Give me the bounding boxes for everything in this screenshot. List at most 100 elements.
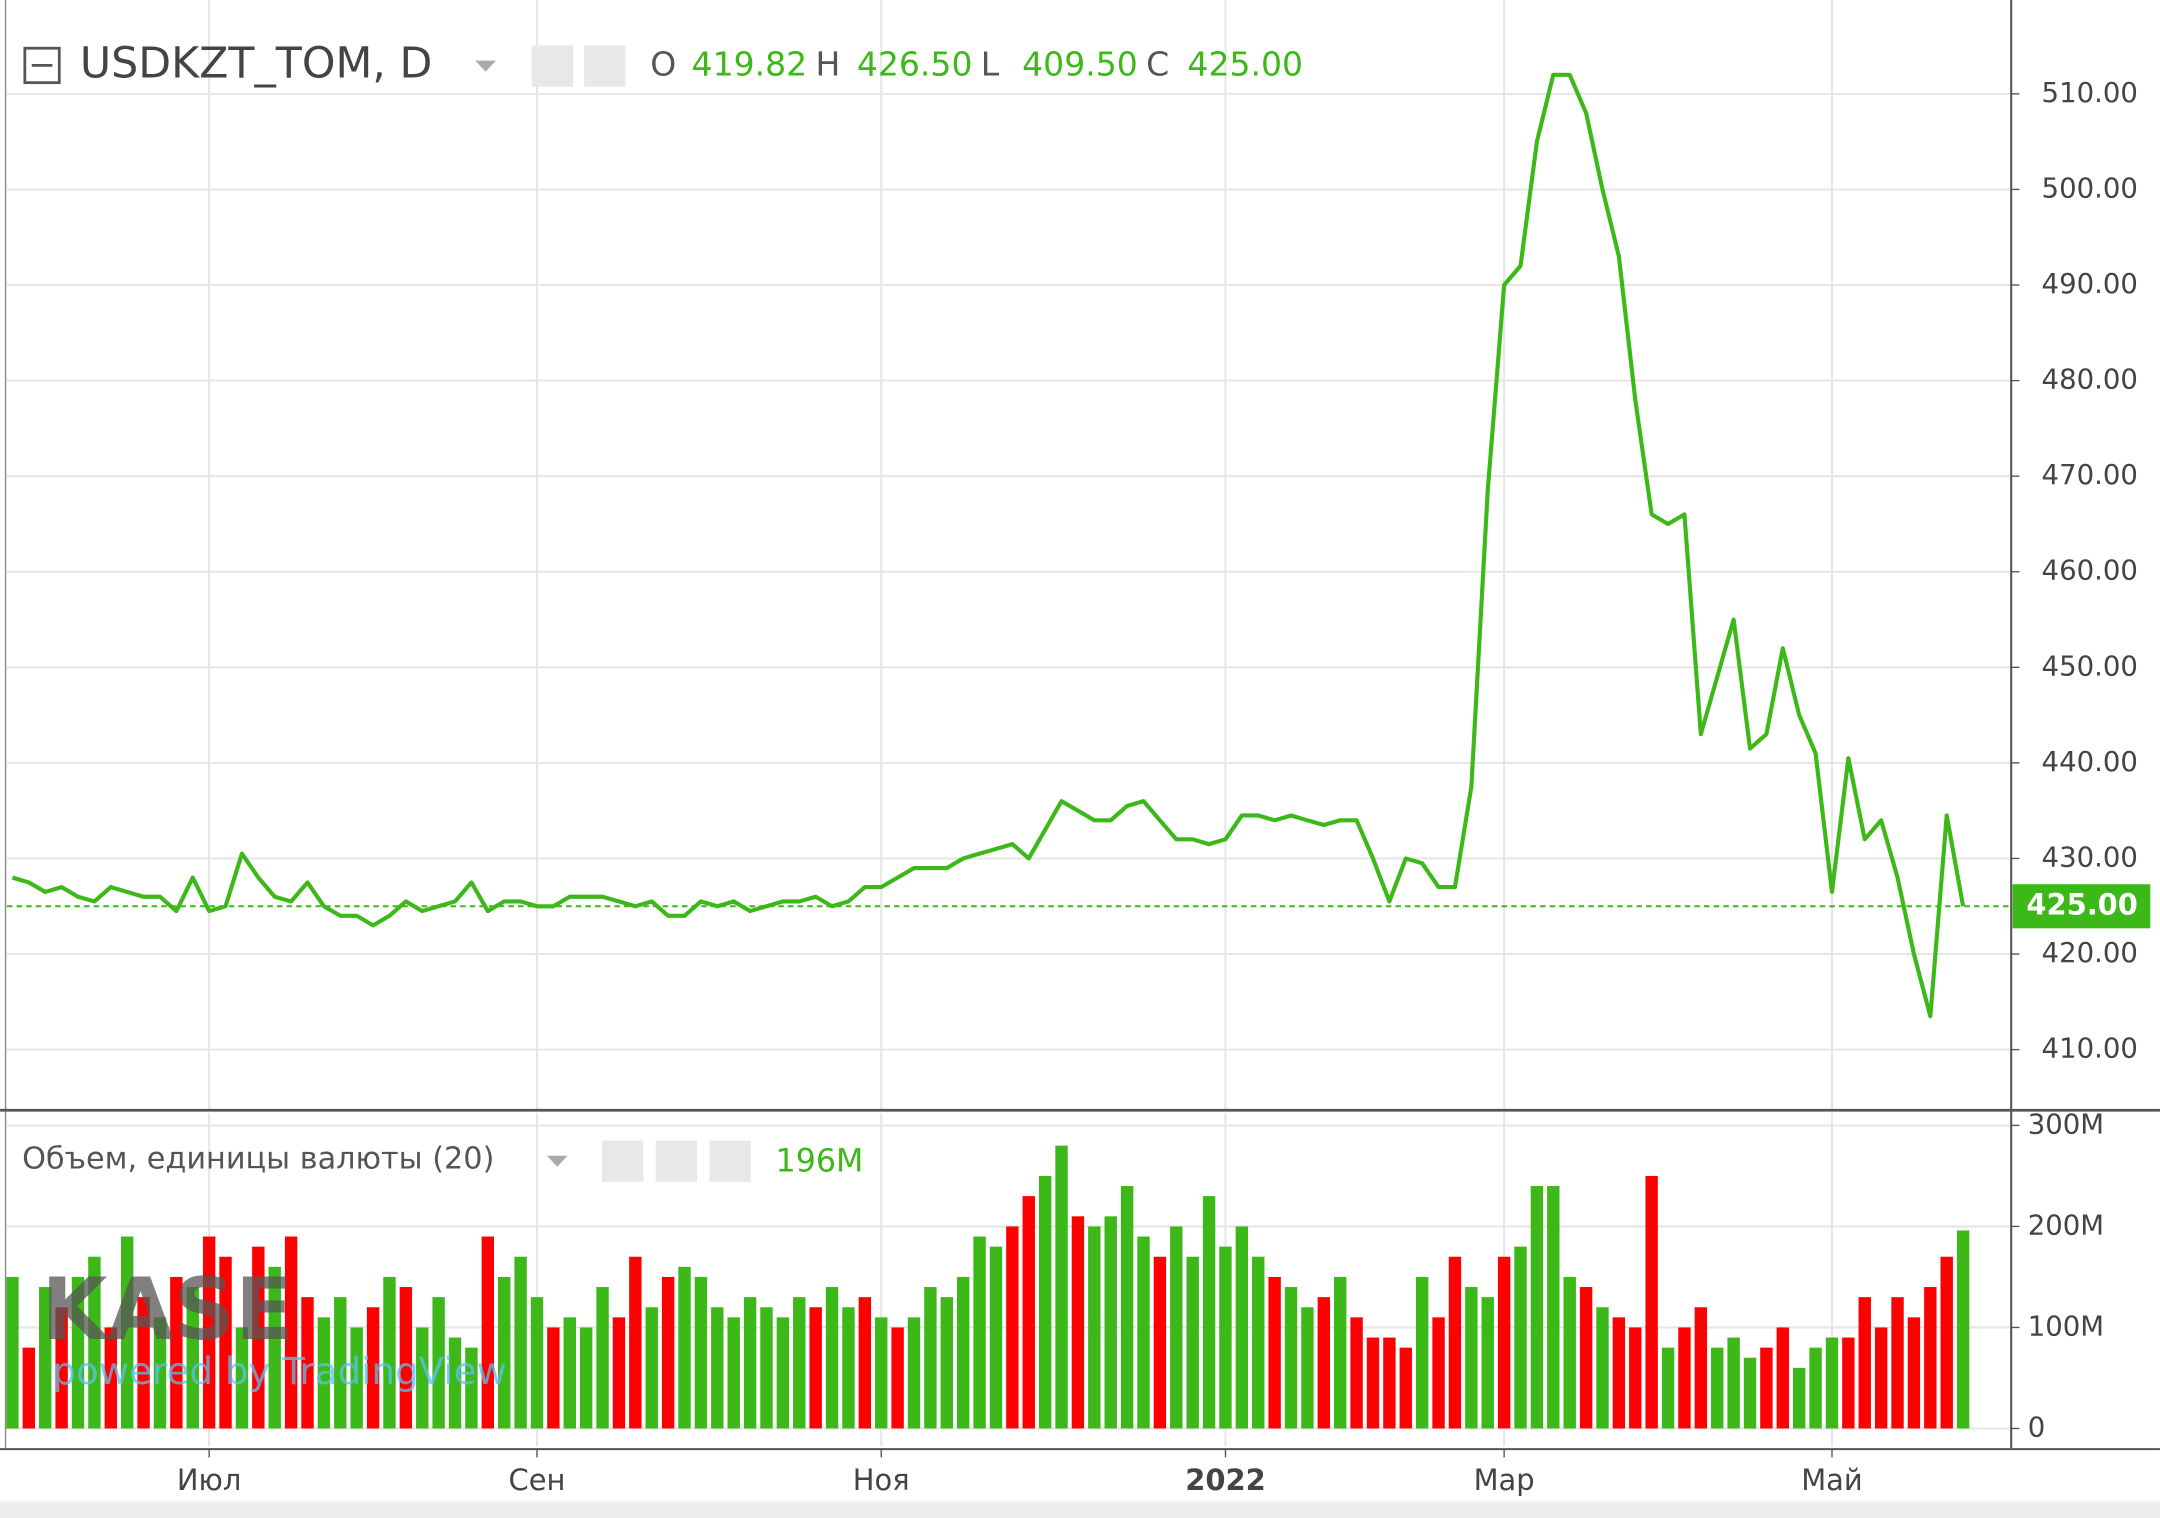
ohlc-key: L — [981, 45, 1000, 84]
y-tick-label: 460.00 — [2042, 555, 2138, 587]
y-tick-label: 450.00 — [2042, 650, 2138, 682]
volume-bar — [596, 1287, 609, 1429]
y-tick-label: 510.00 — [2042, 77, 2138, 109]
settings-icon[interactable] — [584, 45, 626, 87]
volume-bar — [202, 1236, 216, 1429]
volume-bar — [1284, 1287, 1298, 1429]
bottom-strip — [0, 1501, 2160, 1518]
volume-bar — [956, 1276, 970, 1429]
dropdown-icon[interactable] — [475, 60, 496, 72]
y-tick-label: 100M — [2028, 1310, 2104, 1342]
volume-bar — [1858, 1297, 1871, 1429]
volume-bar — [1432, 1317, 1445, 1429]
eye-icon[interactable] — [531, 45, 574, 87]
volume-bar — [1301, 1307, 1314, 1429]
volume-bar — [612, 1317, 626, 1429]
volume-bar — [1481, 1297, 1494, 1429]
volume-bar — [661, 1276, 675, 1429]
volume-bar — [350, 1327, 363, 1429]
volume-bar — [268, 1266, 281, 1429]
volume-bar — [825, 1287, 839, 1429]
y-tick-label: 430.00 — [2042, 841, 2138, 873]
dropdown-icon[interactable] — [546, 1155, 568, 1167]
volume-bar — [1071, 1216, 1085, 1429]
x-tick-label: Ноя — [853, 1463, 910, 1497]
watermark-sub: powered by TradingView — [52, 1349, 507, 1393]
volume-bar — [1137, 1236, 1150, 1429]
volume-bar — [219, 1256, 232, 1429]
volume-bar — [186, 1287, 199, 1429]
volume-bar — [1120, 1186, 1134, 1429]
volume-bar — [694, 1276, 708, 1429]
collapse-icon[interactable] — [23, 46, 61, 85]
volume-bar — [432, 1297, 445, 1429]
volume-bar — [1219, 1246, 1232, 1429]
volume-bar — [1448, 1256, 1462, 1429]
labels: Июл Сен Ноя 2022 Мар Май 410.00 420.00 430.00 440… — [177, 77, 2151, 1497]
x-tick-label: Мар — [1474, 1463, 1535, 1497]
volume-last: 196M — [776, 1144, 864, 1180]
volume-bar — [284, 1236, 298, 1429]
volume-bar — [1530, 1186, 1544, 1429]
volume-bar — [1629, 1327, 1642, 1429]
volume-bar — [1743, 1357, 1757, 1429]
volume-bar — [1776, 1327, 1789, 1429]
volume-bar — [1874, 1327, 1888, 1429]
settings-icon[interactable] — [655, 1140, 698, 1182]
volume-bar — [1596, 1307, 1609, 1429]
volume-bar — [924, 1287, 937, 1429]
volume-bar — [842, 1307, 855, 1429]
volume-bar — [891, 1327, 904, 1429]
volume-bar — [1760, 1347, 1773, 1429]
volume-bar — [1514, 1246, 1527, 1429]
volume-bar — [55, 1307, 68, 1429]
volume-bar — [465, 1347, 478, 1429]
volume-bar — [1694, 1307, 1708, 1429]
volume-bar — [875, 1317, 888, 1429]
volume-bar — [1268, 1276, 1281, 1429]
volume-bar — [1006, 1226, 1019, 1429]
volume-bar — [1645, 1175, 1658, 1429]
volume-bar — [1842, 1337, 1855, 1429]
volume-bar — [498, 1276, 511, 1429]
volume-bar — [71, 1276, 85, 1429]
volume-bar — [1186, 1256, 1199, 1429]
close-icon[interactable] — [709, 1140, 751, 1182]
last-price-box — [2012, 884, 2151, 929]
volume-bar — [1334, 1276, 1347, 1429]
volume-bar — [120, 1236, 134, 1429]
volume-bar — [1907, 1317, 1921, 1429]
volume-bar — [6, 1276, 19, 1429]
volume-bar — [1350, 1317, 1363, 1429]
marks — [6, 72, 2012, 1429]
ohlc-value: 425.00 — [1187, 45, 1303, 84]
volume-bar — [366, 1307, 380, 1429]
y-tick-label: 410.00 — [2042, 1033, 2138, 1065]
y-tick-label: 480.00 — [2042, 364, 2138, 396]
volume-bar — [1579, 1287, 1593, 1429]
symbol-title: USDKZT_TOM, D — [80, 39, 432, 89]
volume-bar — [1383, 1337, 1396, 1429]
volume-bar — [1678, 1327, 1691, 1429]
volume-bar — [1366, 1337, 1380, 1429]
watermark: KASE — [41, 1261, 293, 1360]
volume-bar — [1415, 1276, 1429, 1429]
volume-bar — [940, 1297, 953, 1429]
ohlc-value: 409.50 — [1022, 45, 1138, 84]
volume-bar — [776, 1317, 790, 1429]
y-tick-label: 420.00 — [2042, 937, 2138, 969]
volume-bar — [858, 1297, 872, 1429]
volume-bar — [629, 1256, 642, 1429]
volume-bar — [1547, 1186, 1560, 1429]
volume-bar — [1891, 1297, 1904, 1429]
volume-bar — [1038, 1175, 1052, 1429]
y-tick-label: 0 — [2028, 1411, 2046, 1443]
x-tick-label: Май — [1801, 1463, 1862, 1497]
ohlc-key: O — [650, 45, 676, 84]
ohlc-key: C — [1146, 45, 1169, 84]
eye-icon[interactable] — [602, 1140, 644, 1182]
y-tick-label: 440.00 — [2042, 746, 2138, 778]
volume-bar — [1661, 1347, 1675, 1429]
volume-bar — [530, 1297, 544, 1429]
